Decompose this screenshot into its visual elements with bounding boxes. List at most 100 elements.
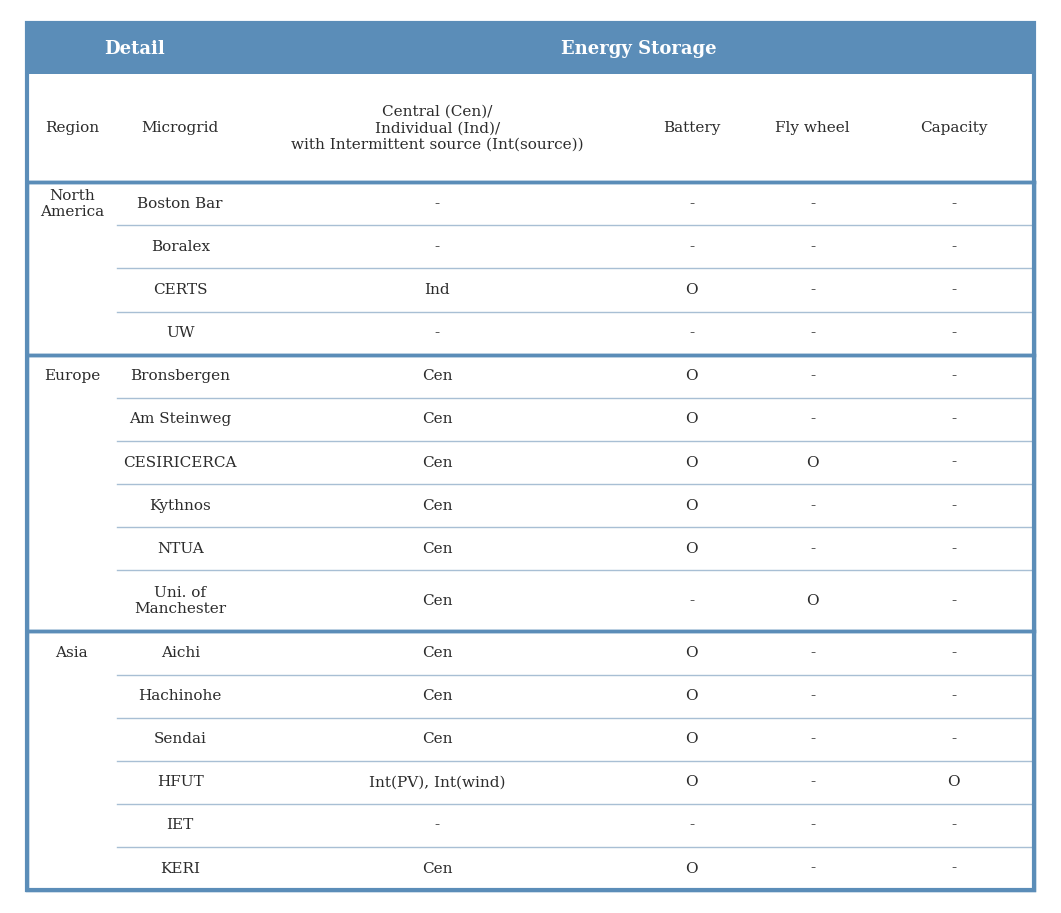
- Text: North
America: North America: [40, 189, 104, 219]
- Bar: [27, 632, 1034, 675]
- Text: -: -: [952, 862, 956, 876]
- Bar: [27, 484, 1034, 528]
- Bar: [27, 718, 1034, 761]
- Bar: [27, 675, 1034, 718]
- Text: -: -: [952, 541, 956, 556]
- Text: Detail: Detail: [104, 39, 166, 58]
- Text: -: -: [811, 732, 815, 746]
- Text: -: -: [952, 498, 956, 513]
- Text: -: -: [811, 283, 815, 297]
- Text: Boralex: Boralex: [151, 240, 210, 254]
- Text: Capacity: Capacity: [920, 121, 988, 135]
- Text: Aichi: Aichi: [160, 645, 199, 660]
- Text: -: -: [811, 326, 815, 341]
- Text: Energy Storage: Energy Storage: [561, 39, 716, 58]
- Text: -: -: [952, 370, 956, 383]
- Text: -: -: [811, 862, 815, 876]
- Text: Bronsbergen: Bronsbergen: [131, 370, 230, 383]
- Bar: [27, 398, 1034, 441]
- Bar: [27, 183, 1034, 226]
- Text: -: -: [952, 413, 956, 426]
- Text: Boston Bar: Boston Bar: [138, 197, 223, 211]
- Bar: [27, 74, 1034, 183]
- Text: -: -: [952, 732, 956, 746]
- Text: Cen: Cen: [422, 732, 452, 746]
- Text: Battery: Battery: [663, 121, 720, 135]
- Text: O: O: [685, 456, 698, 469]
- Text: -: -: [435, 818, 440, 833]
- Bar: [27, 355, 1034, 398]
- Text: -: -: [952, 456, 956, 469]
- Text: Cen: Cen: [422, 456, 452, 469]
- Text: HFUT: HFUT: [157, 775, 204, 790]
- Text: O: O: [685, 645, 698, 660]
- Text: Europe: Europe: [44, 370, 100, 383]
- Bar: [27, 761, 1034, 804]
- Text: -: -: [952, 240, 956, 254]
- Text: Microgrid: Microgrid: [141, 121, 219, 135]
- Text: -: -: [811, 498, 815, 513]
- Text: -: -: [811, 775, 815, 790]
- Text: -: -: [952, 689, 956, 703]
- Text: O: O: [685, 370, 698, 383]
- Text: Hachinohe: Hachinohe: [139, 689, 222, 703]
- Text: O: O: [806, 456, 819, 469]
- Text: -: -: [811, 645, 815, 660]
- Text: O: O: [685, 541, 698, 556]
- Text: O: O: [806, 593, 819, 608]
- Text: Cen: Cen: [422, 498, 452, 513]
- Text: -: -: [952, 326, 956, 341]
- Text: Fly wheel: Fly wheel: [776, 121, 850, 135]
- Text: -: -: [811, 240, 815, 254]
- Text: O: O: [685, 775, 698, 790]
- Bar: [27, 355, 1034, 632]
- Text: Cen: Cen: [422, 541, 452, 556]
- Text: O: O: [685, 413, 698, 426]
- Text: Ind: Ind: [424, 283, 450, 297]
- Bar: [27, 632, 1034, 890]
- Text: -: -: [690, 593, 694, 608]
- Text: Cen: Cen: [422, 862, 452, 876]
- Bar: [27, 528, 1034, 571]
- Text: -: -: [952, 645, 956, 660]
- Text: Cen: Cen: [422, 413, 452, 426]
- Bar: [27, 268, 1034, 311]
- Text: O: O: [685, 862, 698, 876]
- Text: Asia: Asia: [55, 645, 88, 660]
- Text: -: -: [952, 197, 956, 211]
- Text: Kythnos: Kythnos: [150, 498, 211, 513]
- Text: KERI: KERI: [160, 862, 201, 876]
- Bar: [27, 847, 1034, 890]
- Bar: [27, 441, 1034, 484]
- Text: NTUA: NTUA: [157, 541, 204, 556]
- Text: O: O: [685, 498, 698, 513]
- Text: Central (Cen)/
Individual (Ind)/
with Intermittent source (Int(source)): Central (Cen)/ Individual (Ind)/ with In…: [291, 105, 584, 152]
- Text: O: O: [947, 775, 960, 790]
- Text: -: -: [690, 818, 694, 833]
- Text: Cen: Cen: [422, 645, 452, 660]
- Text: Sendai: Sendai: [154, 732, 207, 746]
- Text: O: O: [685, 732, 698, 746]
- Text: Am Steinweg: Am Steinweg: [129, 413, 231, 426]
- Bar: [27, 23, 1034, 74]
- Bar: [27, 311, 1034, 355]
- Text: -: -: [811, 197, 815, 211]
- Text: -: -: [435, 197, 440, 211]
- Text: -: -: [690, 197, 694, 211]
- Bar: [27, 226, 1034, 268]
- Text: CESIRICERCA: CESIRICERCA: [123, 456, 237, 469]
- Text: UW: UW: [166, 326, 194, 341]
- Bar: [27, 571, 1034, 632]
- Text: O: O: [685, 283, 698, 297]
- Text: IET: IET: [167, 818, 194, 833]
- Text: -: -: [690, 326, 694, 341]
- Text: Int(PV), Int(wind): Int(PV), Int(wind): [369, 775, 505, 790]
- Text: -: -: [811, 413, 815, 426]
- Text: -: -: [811, 689, 815, 703]
- Text: Uni. of
Manchester: Uni. of Manchester: [134, 586, 226, 616]
- Text: -: -: [811, 818, 815, 833]
- Text: -: -: [435, 326, 440, 341]
- Text: -: -: [952, 283, 956, 297]
- Text: Cen: Cen: [422, 593, 452, 608]
- Bar: [27, 804, 1034, 847]
